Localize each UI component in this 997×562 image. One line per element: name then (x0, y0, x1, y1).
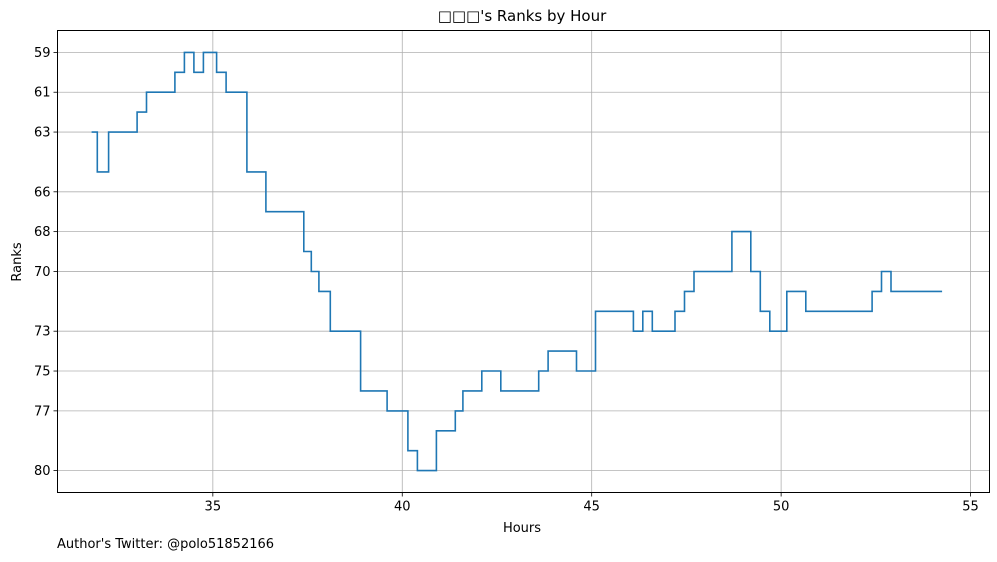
author-credit: Author's Twitter: @polo51852166 (57, 537, 275, 552)
rank-step-line (91, 51, 943, 472)
x-axis-label: Hours (503, 521, 541, 536)
y-tick-label: 61 (34, 86, 51, 101)
x-tick-label: 50 (773, 500, 790, 515)
y-axis: 59 61 63 66 68 70 73 75 77 80 (34, 46, 58, 479)
x-tick-label: 55 (962, 500, 979, 515)
x-axis: 35 40 45 50 55 (205, 492, 979, 515)
y-tick-label: 59 (34, 46, 51, 61)
y-tick-label: 68 (34, 225, 51, 240)
grid-lines (57, 30, 990, 493)
y-tick-label: 77 (34, 404, 51, 419)
series-layer (91, 51, 943, 472)
y-tick-label: 63 (34, 126, 51, 141)
chart-title: □□□'s Ranks by Hour (438, 7, 607, 25)
x-tick-label: 45 (583, 500, 600, 515)
y-tick-label: 80 (34, 464, 51, 479)
x-tick-label: 40 (394, 500, 411, 515)
y-tick-label: 66 (34, 185, 51, 200)
y-tick-label: 75 (34, 365, 51, 380)
x-tick-label: 35 (205, 500, 222, 515)
y-axis-label: Ranks (10, 242, 25, 281)
y-tick-label: 73 (34, 325, 51, 340)
y-tick-label: 70 (34, 265, 51, 280)
plot-frame (57, 30, 990, 493)
